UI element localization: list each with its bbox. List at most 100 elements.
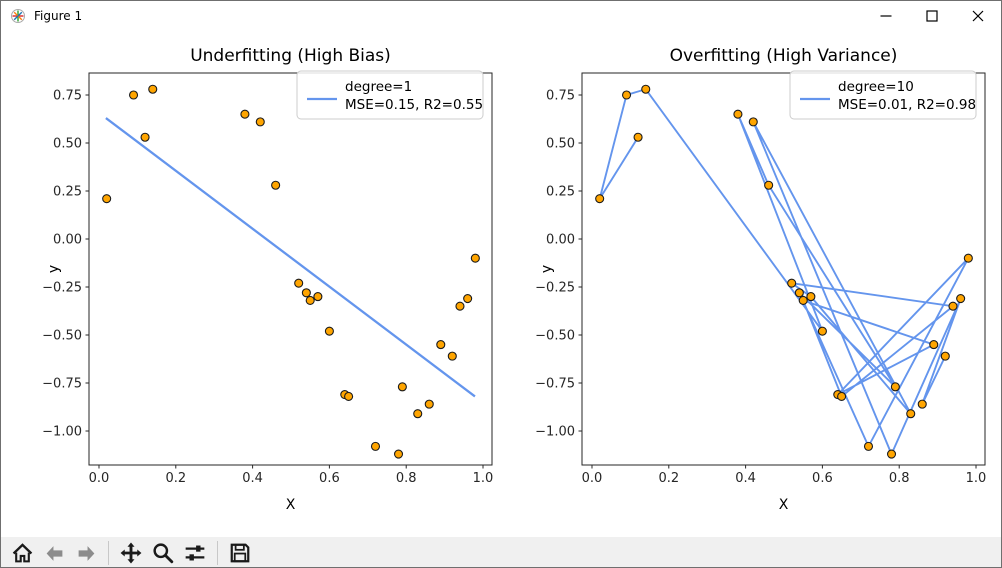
data-point — [397, 382, 407, 392]
zoom-rect-button[interactable] — [148, 539, 178, 567]
subplot-title: Underfitting (High Bias) — [190, 46, 391, 66]
data-point — [787, 278, 797, 288]
maximize-icon — [926, 10, 938, 22]
data-point — [140, 132, 150, 142]
y-tick-label: 0.00 — [546, 233, 575, 248]
data-point — [255, 117, 265, 127]
x-tick-label: 0.4 — [735, 471, 756, 486]
data-point — [817, 326, 827, 336]
save-button[interactable] — [225, 539, 255, 567]
scatter-points — [595, 84, 973, 459]
minimize-icon — [880, 15, 892, 17]
data-point — [940, 351, 950, 361]
data-point — [641, 84, 651, 94]
pan-button[interactable] — [116, 539, 146, 567]
data-point — [436, 340, 446, 350]
overfit-path — [598, 88, 970, 457]
data-point — [455, 301, 465, 311]
data-point — [413, 409, 423, 419]
x-tick-label: 0.4 — [242, 471, 263, 486]
y-tick-label: 0.25 — [546, 185, 575, 200]
y-axis-label: y — [539, 265, 555, 273]
data-point — [370, 441, 381, 451]
matplotlib-toolbar — [1, 537, 1001, 567]
forward-button[interactable] — [71, 539, 101, 567]
y-tick-label: 0.75 — [53, 89, 82, 104]
y-tick-label: 0.00 — [53, 233, 82, 248]
x-axis-label: X — [286, 497, 296, 513]
data-point — [148, 84, 158, 94]
window-titlebar[interactable]: Figure 1 — [1, 1, 1001, 31]
figure-canvas: 0.0 0.2 0.4 0.6 0.8 1.0 0.75 0.50 0.25 0.00 −0.25 −… — [1, 31, 1001, 537]
magnifier-icon — [153, 543, 174, 564]
data-point — [595, 194, 605, 204]
x-tick-label: 0.6 — [319, 471, 340, 486]
data-point — [890, 382, 900, 392]
data-point — [271, 180, 281, 190]
data-point — [886, 449, 897, 459]
data-point — [837, 391, 847, 402]
data-point — [863, 441, 874, 451]
data-point — [798, 295, 808, 306]
data-point — [963, 253, 973, 263]
forward-arrow-icon — [78, 545, 94, 561]
x-tick-label: 0.6 — [812, 471, 833, 486]
legend-box — [789, 70, 977, 120]
y-tick-label: 0.50 — [546, 137, 575, 152]
home-button[interactable] — [7, 539, 37, 567]
y-tick-label: −0.25 — [42, 281, 82, 296]
y-tick-label: 0.50 — [53, 137, 82, 152]
x-tick-label: 0.8 — [396, 471, 417, 486]
data-point — [633, 132, 643, 142]
data-point — [906, 409, 916, 419]
x-tick-label: 0.2 — [165, 471, 186, 486]
y-tick-label: −0.75 — [42, 377, 82, 392]
y-axis-label: y — [46, 265, 62, 273]
legend: degree=10 MSE=0.01, R2=0.98 — [789, 70, 977, 120]
window-title: Figure 1 — [34, 9, 83, 23]
y-tick-label: −1.00 — [535, 425, 575, 440]
data-point — [764, 180, 774, 190]
y-tick-label: −0.50 — [42, 329, 82, 344]
data-point — [794, 288, 804, 298]
data-point — [929, 340, 939, 350]
pan-move-icon — [120, 542, 142, 564]
data-point — [301, 288, 311, 298]
data-point — [324, 326, 334, 336]
x-tick-label: 0.2 — [658, 471, 679, 486]
data-point — [313, 292, 323, 302]
data-point — [956, 293, 966, 304]
scatter-points — [102, 84, 480, 459]
data-point — [102, 194, 112, 204]
x-tick-label: 0.0 — [582, 471, 603, 486]
data-point — [470, 253, 480, 263]
maximize-button[interactable] — [909, 1, 955, 31]
minimize-button[interactable] — [863, 1, 909, 31]
y-tick-label: −0.75 — [535, 377, 575, 392]
toolbar-separator — [108, 541, 109, 565]
y-tick-label: 0.25 — [53, 185, 82, 200]
data-point — [305, 295, 315, 306]
data-point — [393, 449, 404, 459]
close-button[interactable] — [955, 1, 1001, 31]
data-point — [748, 117, 758, 127]
matplotlib-logo-icon — [11, 9, 25, 23]
data-point — [733, 109, 743, 119]
data-point — [806, 292, 816, 302]
back-button[interactable] — [39, 539, 69, 567]
data-point — [128, 90, 139, 100]
legend-text: degree=10 — [838, 79, 914, 95]
y-tick-label: 0.75 — [546, 89, 575, 104]
subplots-svg: 0.0 0.2 0.4 0.6 0.8 1.0 0.75 0.50 0.25 0.00 −0.25 −… — [42, 46, 987, 513]
configure-subplots-button[interactable] — [180, 539, 210, 567]
subplot-0: 0.0 0.2 0.4 0.6 0.8 1.0 0.75 0.50 0.25 0.00 −0.25 −… — [42, 46, 493, 513]
x-tick-label: 1.0 — [966, 471, 987, 486]
y-tick-label: −0.50 — [535, 329, 575, 344]
y-tick-label: −1.00 — [42, 425, 82, 440]
x-tick-label: 0.0 — [89, 471, 110, 486]
data-point — [447, 351, 457, 361]
y-tick-label: −0.25 — [535, 281, 575, 296]
fit-line — [105, 117, 476, 398]
close-icon — [972, 10, 984, 22]
